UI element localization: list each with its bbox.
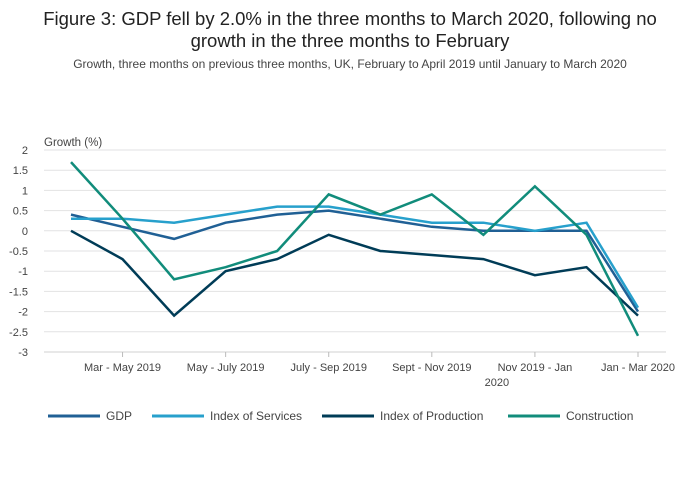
legend-label: Index of Services bbox=[210, 409, 302, 423]
y-tick-label: -1.5 bbox=[9, 286, 28, 298]
x-tick-label: Mar - May 2019 bbox=[84, 362, 161, 374]
y-tick-label: -0.5 bbox=[9, 246, 28, 258]
y-axis-label: Growth (%) bbox=[44, 137, 102, 149]
x-tick-label: May - July 2019 bbox=[187, 362, 265, 374]
x-tick-label: Jan - Mar 2020 bbox=[601, 362, 675, 374]
y-tick-label: 0.5 bbox=[13, 206, 28, 218]
x-tick-label: Sept - Nov 2019 bbox=[392, 362, 472, 374]
y-tick-label: -2 bbox=[18, 307, 28, 319]
series-line-index-of-services bbox=[71, 205, 640, 309]
series-line-index-of-production bbox=[70, 229, 639, 318]
legend-label: Construction bbox=[566, 409, 633, 423]
series-line-construction bbox=[70, 161, 640, 337]
x-tick-label: Nov 2019 - Jan 2020 bbox=[485, 362, 573, 389]
legend-label: Index of Production bbox=[380, 409, 483, 423]
chart-subtitle: Growth, three months on previous three m… bbox=[73, 57, 627, 71]
y-tick-label: -3 bbox=[18, 347, 28, 359]
series-line-gdp bbox=[70, 209, 640, 313]
y-tick-label: -1 bbox=[18, 266, 28, 278]
legend-label: GDP bbox=[106, 409, 132, 423]
y-tick-label: -2.5 bbox=[9, 327, 28, 339]
x-tick-label: July - Sep 2019 bbox=[291, 362, 367, 374]
y-tick-label: 0 bbox=[22, 226, 28, 238]
y-tick-label: 2 bbox=[22, 145, 28, 157]
y-tick-label: 1 bbox=[22, 185, 28, 197]
y-tick-label: 1.5 bbox=[13, 165, 28, 177]
chart-title: Figure 3: GDP fell by 2.0% in the three … bbox=[43, 8, 657, 51]
